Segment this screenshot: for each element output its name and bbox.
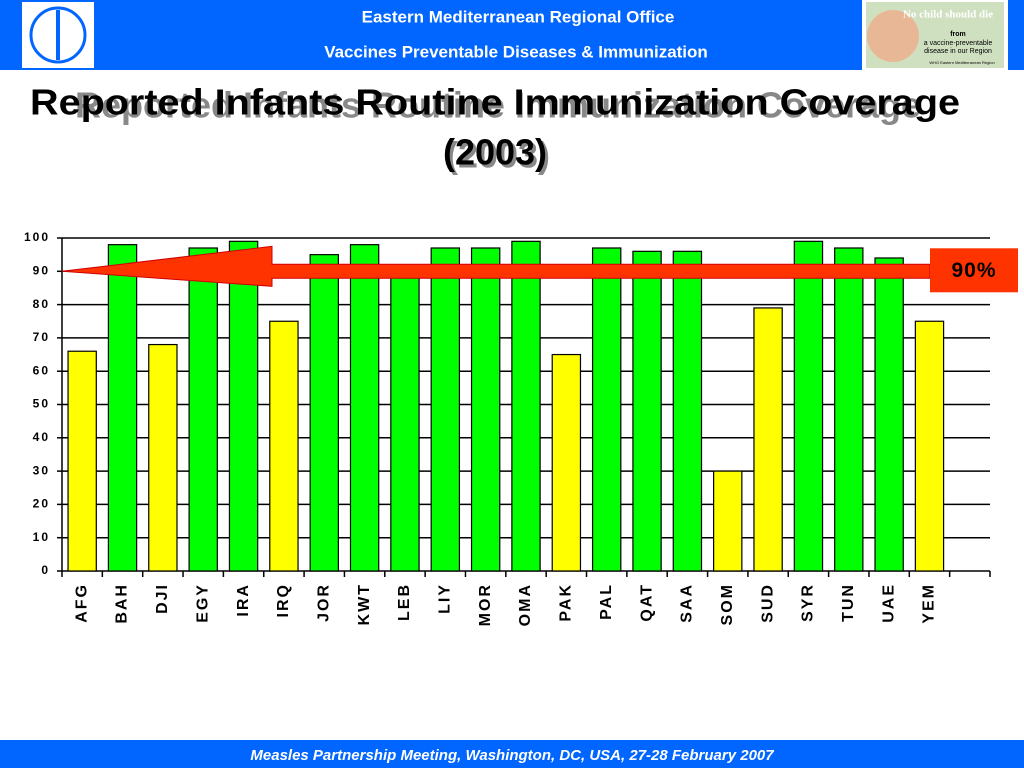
x-tick-label: DJI [154,583,171,614]
chart-title: (2003) [443,132,547,173]
x-tick-label: SYR [800,583,817,622]
x-tick-label: TUN [840,583,857,622]
x-tick-label: BAH [114,583,131,624]
bar [834,247,864,572]
y-tick-label: 0 [41,563,50,577]
x-tick-label: QAT [638,583,655,622]
y-tick-label: 70 [33,330,50,344]
y-tick-label: 100 [24,230,50,244]
x-tick-label: SAA [679,583,696,623]
x-tick-label: LEB [396,583,413,621]
y-tick-label: 50 [33,397,50,411]
chart-title: Reported Infants Routine Immunization Co… [30,82,960,123]
badge-face [867,10,919,62]
badge-text: disease in our Region [924,48,992,55]
bar [632,250,662,572]
y-tick-label: 40 [33,430,50,444]
bar [309,254,339,572]
title-shadow: Reported Infants Routine Immunization Co… [75,85,921,126]
x-tick-label: IRQ [275,583,292,617]
header-line2: Vaccines Preventable Diseases & Immuniza… [324,42,708,61]
header-line1: Eastern Mediterranean Regional Office [362,7,675,26]
bar [753,307,783,572]
bar [672,250,703,572]
badge-text: WHO Eastern Mediterranean Region [929,60,994,65]
x-tick-label: SOM [719,583,736,625]
badge-text: from [950,31,966,38]
x-tick-label: KWT [356,583,373,625]
x-tick-label: AFG [73,583,90,623]
header-bar [0,0,1024,70]
y-tick-label: 30 [33,463,50,477]
x-tick-label: PAL [598,583,615,620]
y-tick-label: 80 [33,297,50,311]
bar [67,350,97,572]
bar [390,264,420,572]
y-tick-label: 20 [33,497,50,511]
y-tick-label: 90 [33,263,50,277]
bar [107,244,138,572]
footer-bar [0,740,1024,768]
bar [551,353,582,572]
x-tick-label: MOR [477,583,494,626]
bar [470,247,501,572]
x-tick-label: IRA [235,583,252,617]
threshold-label-box [930,248,1018,293]
badge-text: No child should die [903,9,993,21]
bar [914,320,945,572]
title-shadow: (2003) [446,135,550,176]
bar [713,470,743,572]
x-tick-label: PAK [558,583,575,622]
y-tick-label: 60 [33,363,50,377]
bar [793,240,824,572]
bar [349,244,380,572]
bar [148,343,178,572]
x-tick-label: UAE [880,583,897,623]
threshold-label: 90% [951,259,996,282]
bar [874,257,904,572]
x-tick-label: YEM [921,583,938,624]
y-tick-label: 10 [33,530,50,544]
bar [269,320,299,572]
footer-text: Measles Partnership Meeting, Washington,… [250,747,774,764]
bar [591,247,622,572]
badge-text: a vaccine-preventable [924,40,993,47]
x-tick-label: EGY [194,583,211,623]
bar [511,240,541,572]
x-tick-label: OMA [517,583,534,626]
who-logo-globe [29,6,87,64]
bar [228,240,259,572]
x-tick-label: SUD [759,583,776,623]
x-tick-label: JOR [315,583,332,622]
bar [430,247,461,572]
x-tick-label: LIY [437,583,454,614]
bar [188,247,218,572]
